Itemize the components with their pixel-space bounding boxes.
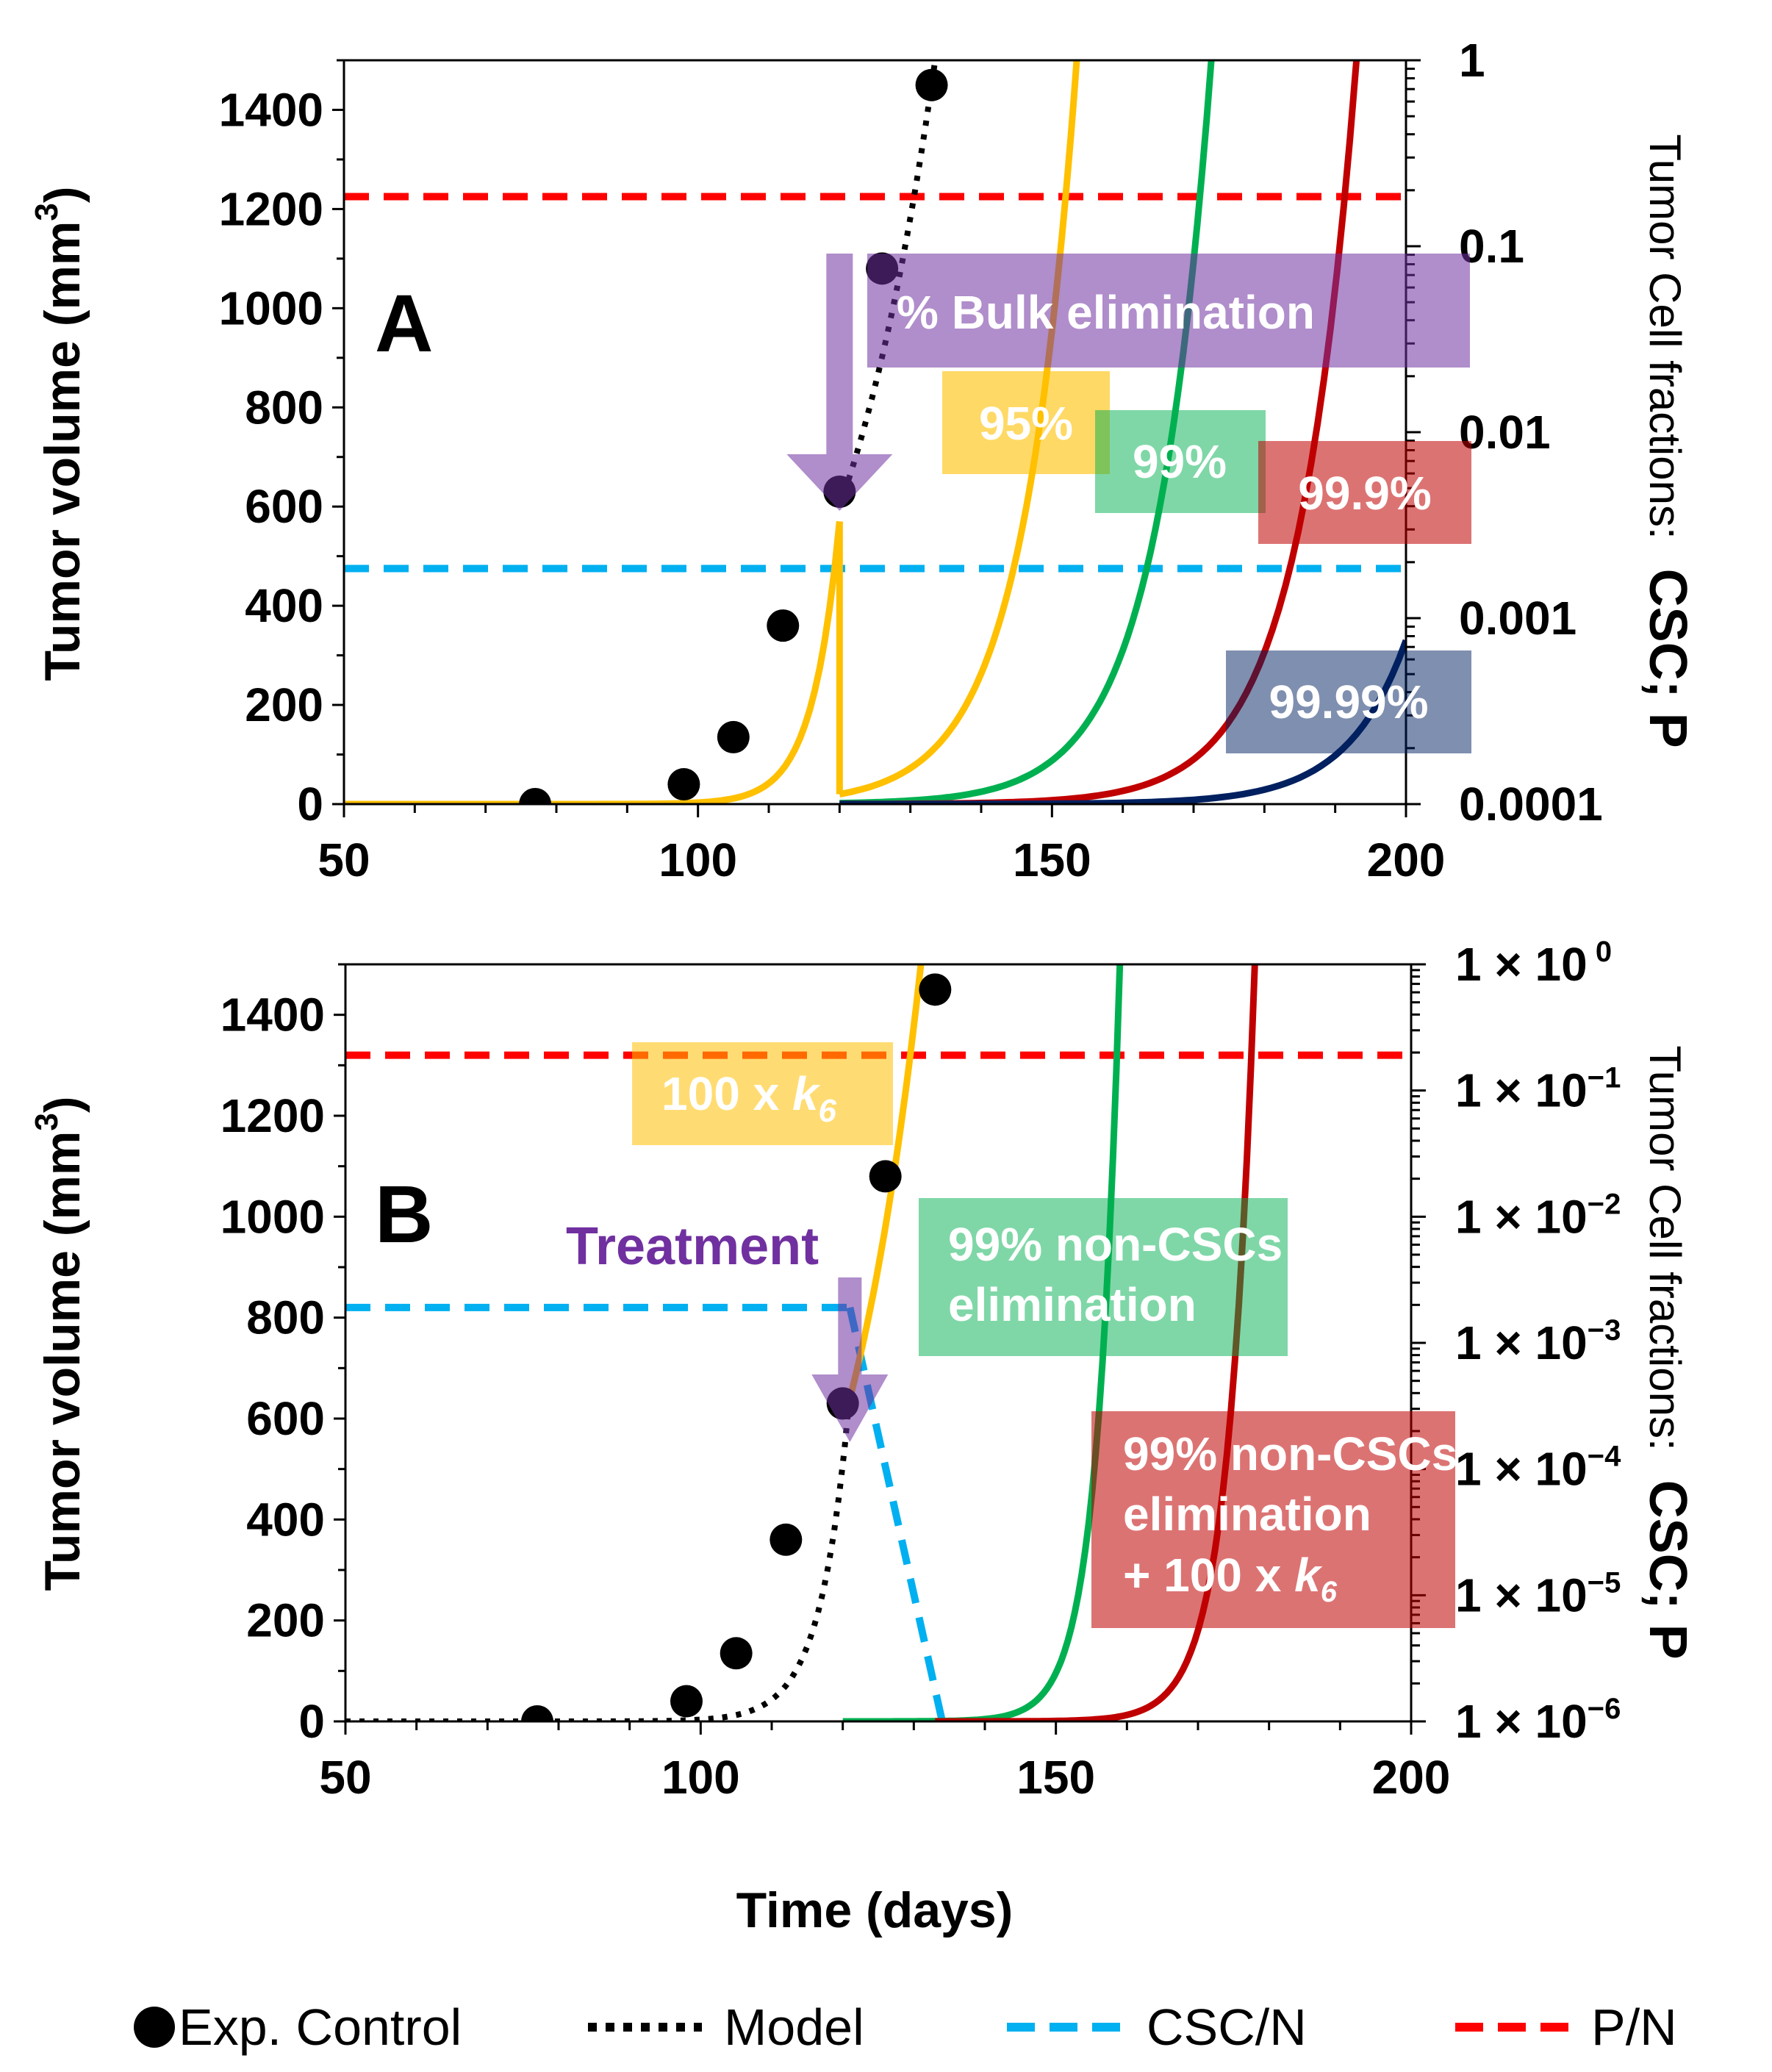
treatment-arrow-shape (811, 1277, 889, 1442)
panel-a-treatment-arrow (786, 254, 893, 511)
label-99: 99% (1133, 435, 1227, 488)
label-99-9: 99.9% (1298, 467, 1431, 520)
legend-exp-control-label: Exp. Control (179, 1998, 462, 2056)
csc-n-drop-line (846, 1306, 946, 1721)
panel-b-letter: B (375, 1169, 433, 1260)
label-box-99 (1095, 410, 1266, 513)
panel-b-exp-control-point (521, 1705, 553, 1721)
panel-b-y2-tick-label: 1 × 10−2 (1455, 1188, 1621, 1243)
label-box-99-99 (1226, 650, 1471, 753)
label-box-100xk6 (632, 1042, 893, 1145)
panel-a-y-tick-label: 1000 (219, 282, 323, 334)
panel-b-y2-tick-label: 1 × 10−3 (1455, 1314, 1621, 1369)
panel-b-y2-tick-label: 1 × 10−5 (1455, 1566, 1621, 1621)
panel-b-y-tick-label: 600 (246, 1392, 325, 1445)
legend-csc-label: CSC/N (1147, 1998, 1307, 2056)
panel-b-y-tick-label: 0 (298, 1695, 325, 1748)
panel-a-x-tick-label: 200 (1367, 834, 1446, 886)
panel-a-exp-control-point (667, 768, 700, 801)
label-green-line2: elimination (948, 1278, 1197, 1331)
treatment-label: Treatment (566, 1217, 819, 1276)
panel-a-y-tick-label: 1400 (219, 83, 323, 136)
panel-a-y-tick-label: 400 (245, 579, 323, 632)
label-red-line1: 99% non-CSCs (1123, 1427, 1457, 1480)
panel-a-tick-labels: 50 100 150 200 0 200 400 600 800 1000 1200 1400 0.00… (219, 34, 1603, 886)
panel-a: 50 100 150 200 0 200 400 600 800 1000 1200 1400 0.00… (29, 34, 1697, 886)
label-99-99: 99.99% (1269, 675, 1428, 728)
bulk-elimination-box (867, 254, 1470, 368)
panel-a-y-axis-label: Tumor volume (mm3) (29, 186, 90, 681)
legend-model-label: Model (724, 1998, 864, 2056)
panel-b-y-tick-label: 1200 (220, 1089, 325, 1142)
label-100xk6: 100 x k6 (661, 1067, 837, 1129)
panel-b-y2-tick-label: 1 × 10−4 (1455, 1441, 1621, 1496)
label-box-95 (942, 371, 1110, 474)
legend-exp-control-marker (134, 2007, 175, 2048)
panel-b-y-tick-label: 800 (246, 1291, 325, 1344)
panel-b-exp-control-point (670, 1685, 703, 1718)
label-box-red (1091, 1411, 1455, 1628)
x-axis-label: Time (days) (736, 1882, 1014, 1938)
label-green-line1: 99% non-CSCs (948, 1218, 1283, 1271)
panel-b-exp-control-point (869, 1160, 902, 1193)
panel-b-x-tick-label: 200 (1372, 1751, 1451, 1804)
panel-b-y-axis-label: Tumor volume (mm3) (29, 1096, 90, 1591)
panel-a-letter: A (375, 279, 433, 369)
panel-a-exp-control-point (915, 68, 948, 101)
label-red-line3: + 100 x k6 (1123, 1549, 1338, 1608)
panel-a-y-tick-label: 1200 (219, 182, 323, 235)
curve-pretreatment (344, 520, 843, 804)
model-line (345, 1393, 853, 1721)
panel-b-x-tick-label: 150 (1016, 1751, 1095, 1804)
panel-b-treatment-arrow (811, 1277, 889, 1442)
panel-a-y-tick-label: 800 (245, 381, 323, 434)
panel-b-x-tick-label: 50 (319, 1751, 371, 1804)
panel-b-exp-control-point (720, 1637, 753, 1670)
panel-a-exp-control-point (717, 720, 750, 753)
legend: Exp. Control Model CSC/N P/N (134, 1998, 1677, 2056)
label-box-green (919, 1198, 1288, 1356)
label-red-line2: elimination (1123, 1488, 1371, 1541)
panel-a-y-tick-label: 600 (245, 480, 323, 533)
label-95: 95% (979, 397, 1073, 450)
panel-b-y2-tick-label: 1 × 10−1 (1455, 1062, 1621, 1117)
panel-b-y2-axis-label: Tumor Cell fractions:CSC; P (1638, 1045, 1697, 1659)
panel-a-y2-tick-label: 0.001 (1459, 592, 1576, 645)
label-box-99-9 (1258, 441, 1471, 544)
panel-a-y2-axis-label: Tumor Cell fractions:CSC; P (1638, 134, 1697, 748)
bulk-elimination-label: % Bulk elimination (897, 286, 1315, 339)
treatment-arrow-shape (786, 254, 893, 511)
panel-b-tick-labels: 50 100 150 200 0 200 400 600 800 1000 1200 1400 1 × … (220, 936, 1621, 1804)
model-line (836, 60, 939, 508)
panel-a-y-tick-label: 0 (297, 778, 323, 831)
panel-b-curve-orange (846, 964, 925, 1399)
panel-a-x-tick-label: 150 (1013, 834, 1091, 886)
panel-b-y2-tick-label: 1 × 10−6 (1455, 1693, 1621, 1748)
panel-a-exp-control-point (767, 609, 800, 642)
panel-b-y-tick-label: 1400 (220, 989, 325, 1042)
panel-a-x-tick-label: 50 (318, 834, 370, 886)
panel-b-y-tick-label: 400 (246, 1493, 325, 1546)
panel-b: 50 100 150 200 0 200 400 600 800 1000 1200 1400 1 × … (29, 936, 1697, 1804)
legend-p-label: P/N (1591, 1998, 1677, 2056)
panel-a-y2-tick-label: 0.01 (1459, 406, 1551, 459)
panel-b-x-tick-label: 100 (661, 1751, 740, 1804)
panel-a-x-tick-label: 100 (659, 834, 737, 886)
panel-b-y-tick-label: 1000 (220, 1190, 325, 1243)
panel-a-y-tick-label: 200 (245, 678, 323, 731)
panel-b-y-tick-label: 200 (246, 1594, 325, 1647)
panel-a-y2-tick-label: 1 (1459, 34, 1485, 87)
panel-b-y2-tick-label: 1 × 10 0 (1455, 936, 1612, 991)
panel-b-exp-control-point (770, 1523, 803, 1556)
panel-a-exp-control-point (519, 788, 552, 804)
panel-b-exp-control-point (919, 973, 952, 1006)
panel-a-y2-tick-label: 0.0001 (1459, 778, 1603, 831)
